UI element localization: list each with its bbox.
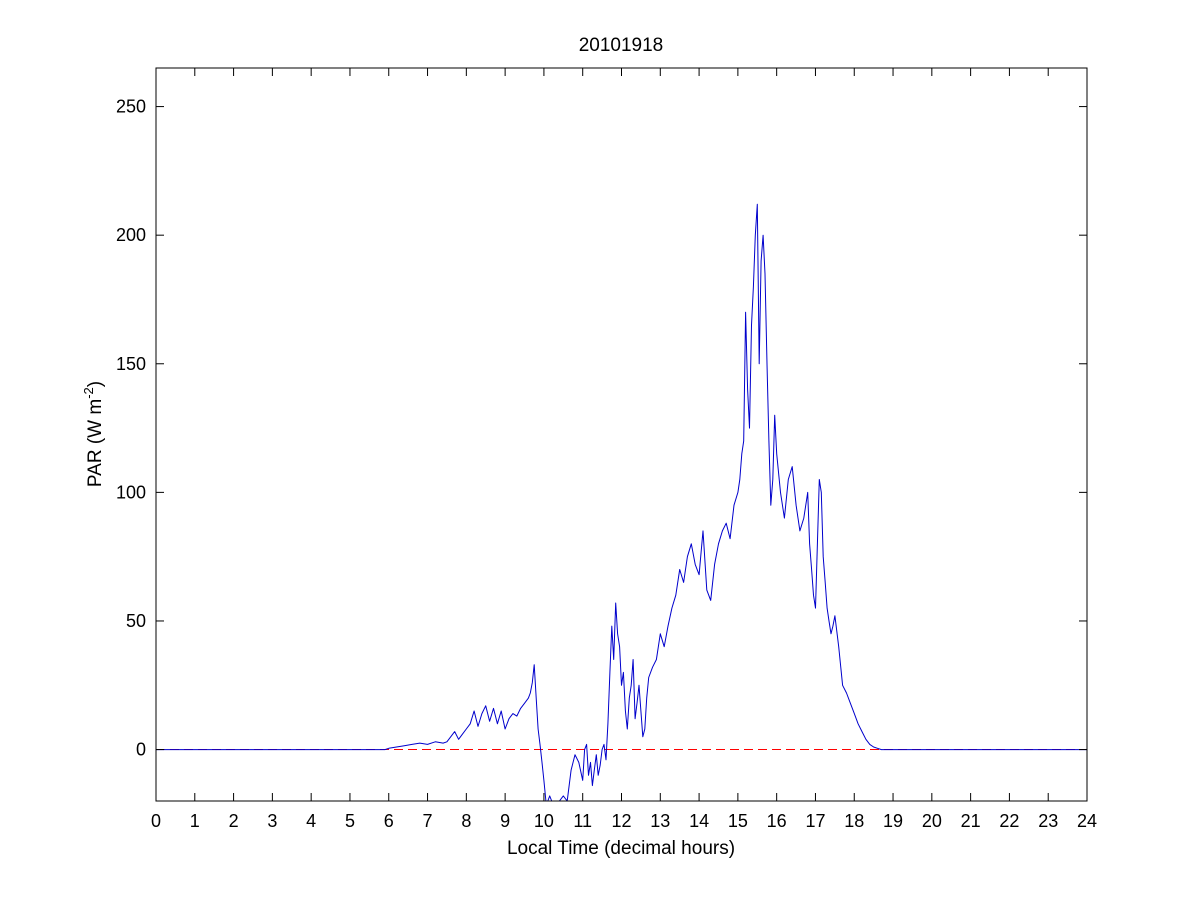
x-tick-label-17: 17 <box>805 811 825 831</box>
x-tick-label-11: 11 <box>573 811 592 831</box>
plot-area <box>156 68 1087 801</box>
x-tick-label-8: 8 <box>461 811 471 831</box>
x-tick-label-21: 21 <box>961 811 981 831</box>
x-tick-label-4: 4 <box>306 811 316 831</box>
chart-title: 20101918 <box>579 35 664 56</box>
x-tick-label-23: 23 <box>1038 811 1058 831</box>
y-tick-label-100: 100 <box>116 482 146 502</box>
x-tick-label-22: 22 <box>999 811 1019 831</box>
y-axis-label-suffix: ) <box>85 381 106 387</box>
y-tick-label-200: 200 <box>116 225 146 245</box>
y-axis-label-main: PAR (W m <box>85 399 106 487</box>
x-tick-label-16: 16 <box>767 811 787 831</box>
x-tick-label-6: 6 <box>384 811 394 831</box>
axes-layer: 0 1 2 3 4 5 6 7 8 9 10 11 12 13 14 15 16 17 18 19 20 21 22 23 24… <box>116 67 1097 831</box>
x-tick-label-10: 10 <box>534 811 554 831</box>
y-tick-label-50: 50 <box>126 611 146 631</box>
x-tick-label-3: 3 <box>267 811 277 831</box>
y-axis-label-exponent: -2 <box>81 387 96 399</box>
y-tick-label-0: 0 <box>136 740 146 760</box>
x-tick-label-12: 12 <box>611 811 631 831</box>
x-tick-label-2: 2 <box>229 811 239 831</box>
x-tick-label-13: 13 <box>650 811 670 831</box>
x-tick-label-7: 7 <box>423 811 433 831</box>
x-tick-label-15: 15 <box>728 811 748 831</box>
x-tick-label-1: 1 <box>190 811 200 831</box>
x-tick-label-14: 14 <box>689 811 709 831</box>
par-series-line-0 <box>156 203 1087 802</box>
y-axis-label: PAR (W m-2) <box>81 381 106 487</box>
x-tick-label-20: 20 <box>922 811 942 831</box>
x-tick-label-19: 19 <box>883 811 903 831</box>
x-tick-label-0: 0 <box>151 811 161 831</box>
x-tick-label-9: 9 <box>500 811 510 831</box>
x-axis-label: Local Time (decimal hours) <box>507 838 735 859</box>
y-tick-label-250: 250 <box>116 97 146 117</box>
x-tick-label-18: 18 <box>844 811 864 831</box>
y-tick-label-150: 150 <box>116 354 146 374</box>
series-layer <box>156 203 1087 802</box>
x-tick-label-24: 24 <box>1077 811 1097 831</box>
x-tick-label-5: 5 <box>345 811 355 831</box>
